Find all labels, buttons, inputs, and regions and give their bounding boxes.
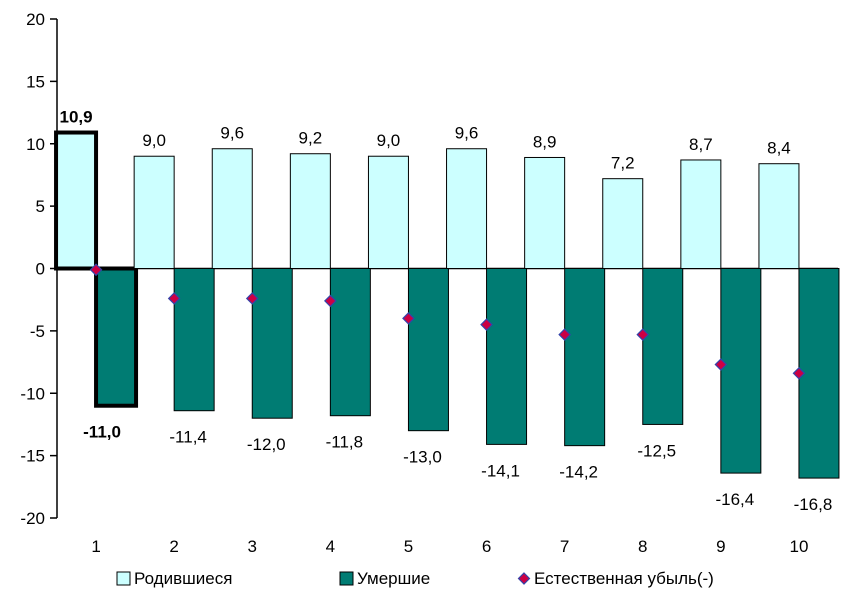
- birth-bar: [602, 178, 644, 269]
- legend: Родившиеся Умершие Естественная убыль(-): [116, 569, 714, 588]
- natural-decrease-marker: [89, 263, 103, 277]
- birth-bar: [133, 155, 175, 270]
- y-tick-label: 5: [36, 197, 45, 216]
- data-labels: 10,9 -11,0 9,0 -11,4 9,6 -12,0 9,2 -11,8 9,0 -13,…: [60, 108, 833, 515]
- death-value-label: -12,5: [637, 441, 676, 460]
- birth-bar: [758, 163, 800, 270]
- birth-value-label: 8,7: [689, 135, 713, 154]
- birth-bar: [446, 148, 488, 270]
- death-bar: [720, 268, 762, 474]
- legend-label-natural-decrease: Естественная убыль(-): [534, 569, 714, 588]
- birth-value-label: 10,9: [60, 108, 93, 127]
- natural-decrease-marker: [714, 358, 728, 371]
- natural-decrease-marker: [636, 328, 650, 341]
- x-tick-label: 5: [404, 537, 413, 556]
- natural-decrease-marker: [558, 328, 571, 341]
- y-tick-label: 0: [36, 260, 45, 279]
- x-tick-label: 3: [248, 537, 257, 556]
- death-bar: [407, 268, 449, 432]
- death-value-label: -14,2: [559, 463, 598, 482]
- birth-value-label: 9,6: [455, 124, 479, 143]
- bars: [54, 130, 840, 479]
- legend-marker-natural-decrease: [517, 572, 531, 585]
- x-tick-label: 10: [789, 537, 808, 556]
- y-tick-label: 15: [26, 72, 45, 91]
- birth-value-label: 8,9: [533, 132, 557, 151]
- natural-decrease-marker: [245, 292, 259, 305]
- y-tick-label: -15: [20, 447, 45, 466]
- legend-swatch-deaths: [339, 571, 354, 586]
- y-tick-label: -10: [20, 384, 45, 403]
- death-bar: [94, 266, 139, 408]
- legend-label-deaths: Умершие: [357, 569, 430, 588]
- birth-value-label: 9,0: [377, 131, 401, 150]
- birth-bar: [289, 153, 331, 269]
- x-tick-label: 4: [326, 537, 335, 556]
- natural-decrease-marker: [167, 292, 181, 305]
- birth-value-label: 8,4: [767, 139, 791, 158]
- y-tick-label: -20: [20, 509, 45, 528]
- death-bar: [798, 268, 840, 479]
- birth-value-label: 9,2: [299, 129, 323, 148]
- death-value-label: -11,4: [169, 428, 207, 447]
- death-value-label: -16,4: [715, 490, 754, 509]
- death-bar: [251, 268, 293, 419]
- x-tick-label: 8: [638, 537, 647, 556]
- death-bar: [329, 268, 371, 417]
- death-bar: [173, 268, 215, 412]
- birth-bar: [367, 155, 409, 270]
- legend-swatch-births: [116, 571, 131, 586]
- natural-decrease-marker: [324, 294, 337, 308]
- x-tick-label: 7: [560, 537, 569, 556]
- y-tick-label: -5: [30, 322, 45, 341]
- death-value-label: -12,0: [247, 435, 286, 454]
- death-bar: [564, 268, 606, 447]
- birth-bar: [54, 130, 99, 271]
- death-bar: [642, 268, 684, 425]
- x-tick-label: 9: [716, 537, 725, 556]
- death-value-label: -13,0: [403, 448, 442, 467]
- y-tick-label: 20: [26, 10, 45, 29]
- birth-bar: [680, 159, 722, 269]
- x-tick-label: 6: [482, 537, 491, 556]
- natural-decrease-marker: [792, 366, 806, 380]
- natural-decrease-marker: [402, 312, 415, 325]
- death-value-label: -14,1: [481, 461, 520, 480]
- death-value-label: -16,8: [794, 495, 833, 514]
- birth-bar: [211, 148, 253, 270]
- birth-value-label: 9,6: [220, 124, 244, 143]
- birth-value-label: 9,0: [142, 131, 166, 150]
- y-tick-label: 10: [26, 135, 45, 154]
- natural-decrease-marker: [480, 318, 493, 331]
- x-tick-label: 1: [91, 537, 100, 556]
- death-value-label: -11,0: [83, 423, 121, 442]
- birth-value-label: 7,2: [611, 154, 635, 173]
- x-tick-label: 2: [169, 537, 178, 556]
- legend-label-births: Родившиеся: [134, 569, 232, 588]
- death-value-label: -11,8: [326, 433, 364, 452]
- birth-bar: [524, 156, 566, 269]
- death-bar: [486, 268, 528, 445]
- markers: [89, 263, 806, 380]
